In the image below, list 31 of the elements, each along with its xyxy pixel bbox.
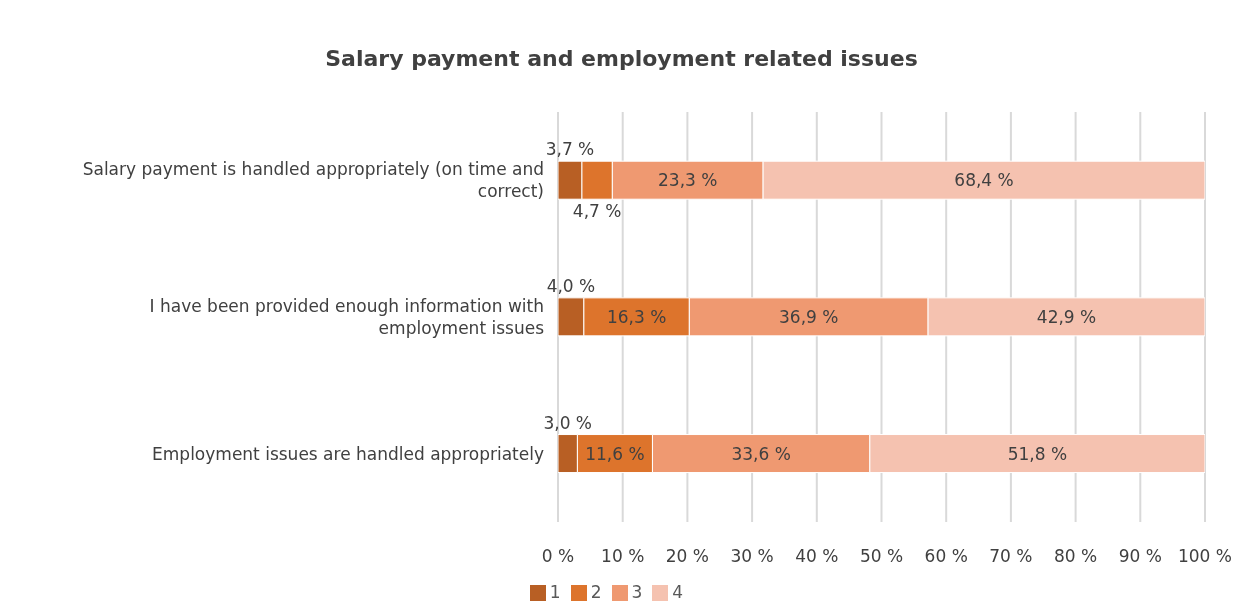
x-tick-label: 70 % xyxy=(989,546,1033,567)
data-label: 3,7 % xyxy=(545,139,595,160)
x-tick-label: 30 % xyxy=(730,546,774,567)
x-tick-label: 90 % xyxy=(1118,546,1162,567)
x-tick-label: 0 % xyxy=(541,546,575,567)
x-tick-label: 50 % xyxy=(859,546,904,567)
data-label: 36,9 % xyxy=(779,306,839,327)
data-label: 4,0 % xyxy=(546,275,596,296)
data-label: 16,3 % xyxy=(606,306,667,327)
data-label: 42,9 % xyxy=(1036,306,1097,327)
y-tick-label: Salary payment is handled appropriately (on time and correct) xyxy=(82,159,544,202)
x-tick-label: 40 % xyxy=(795,546,839,567)
x-tick-label: 100 % xyxy=(1177,546,1233,567)
data-label: 51,8 % xyxy=(1007,443,1068,464)
x-tick-label: 60 % xyxy=(924,546,968,567)
legend-label: 2 xyxy=(590,582,602,602)
data-label: 23,3 % xyxy=(658,170,718,191)
data-label: 11,6 % xyxy=(585,443,645,464)
data-label: 4,7 % xyxy=(572,201,622,222)
chart-title: Salary payment and employment related issues xyxy=(324,45,919,73)
y-tick-label: Employment issues are handled appropriately xyxy=(152,443,544,464)
x-tick-label: 20 % xyxy=(665,546,709,567)
y-tick-label: I have been provided enough information with employment issues xyxy=(149,296,545,338)
data-label: 68,4 % xyxy=(954,170,1014,191)
legend-label: 1 xyxy=(549,582,561,602)
x-tick-label: 80 % xyxy=(1054,546,1098,567)
legend-label: 3 xyxy=(631,582,643,602)
data-label: 3,0 % xyxy=(543,412,592,433)
data-label: 33,6 % xyxy=(731,443,791,464)
legend-label: 4 xyxy=(672,582,684,602)
x-tick-label: 10 % xyxy=(601,546,645,567)
